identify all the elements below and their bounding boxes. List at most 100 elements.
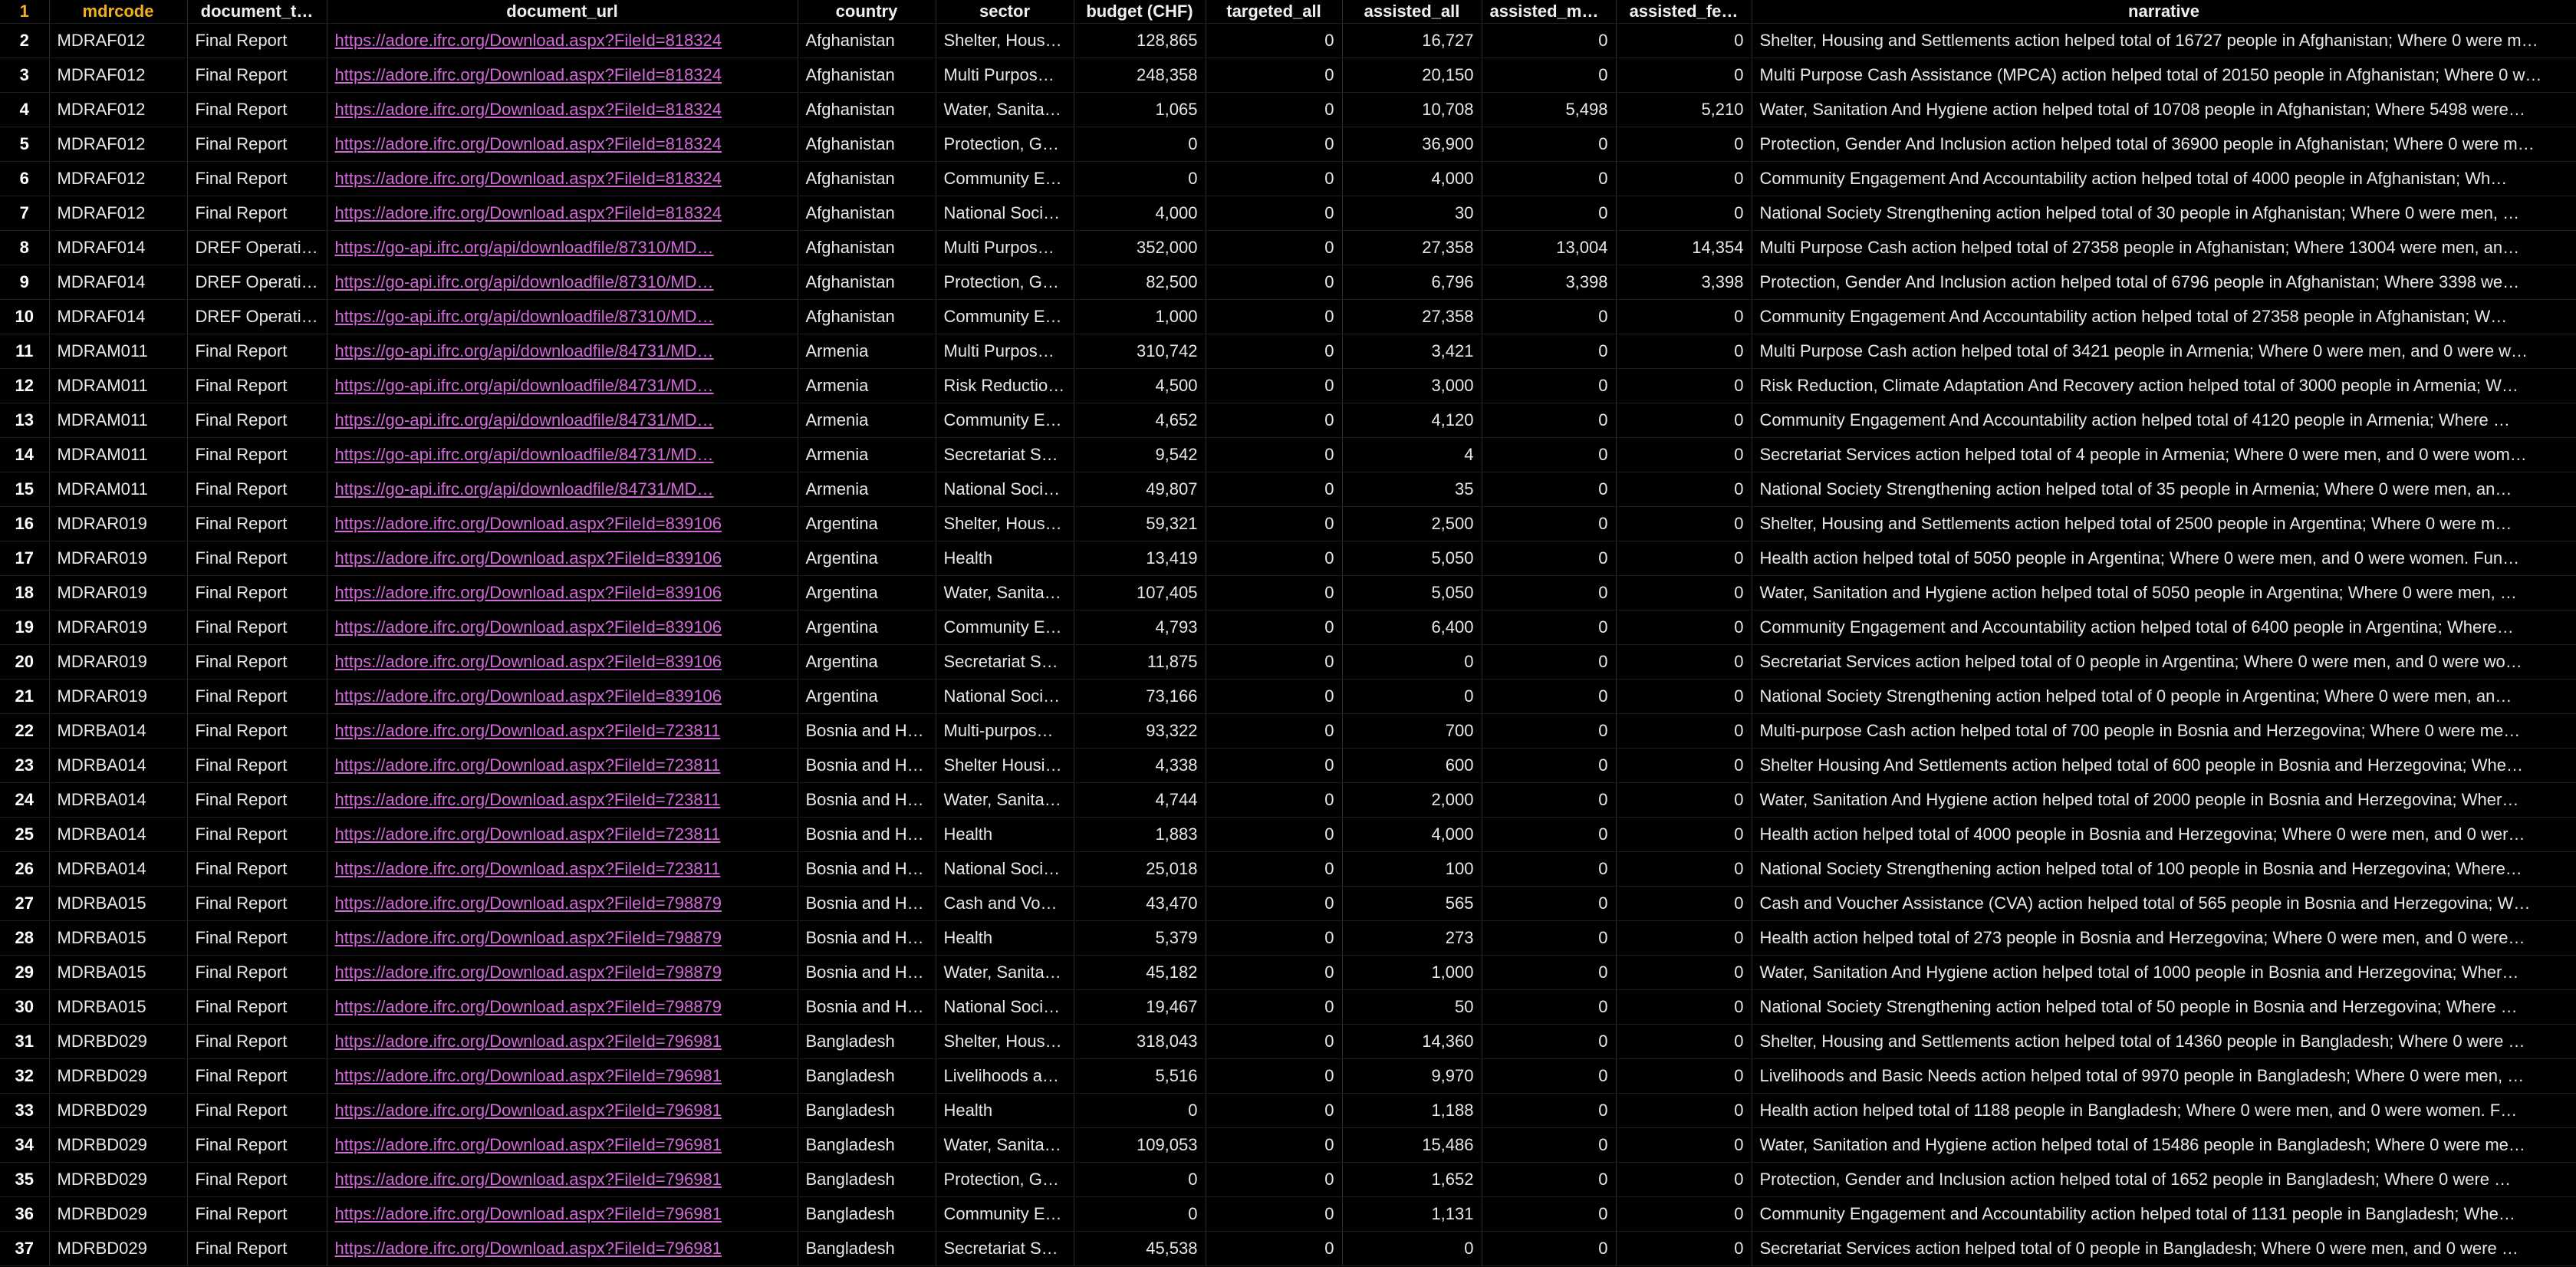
document-link[interactable]: https://adore.ifrc.org/Download.aspx?Fil… <box>334 1239 722 1258</box>
table-cell-narrative[interactable]: Shelter Housing And Settlements action h… <box>1752 748 2576 783</box>
table-cell-assisted-female[interactable]: 0 <box>1616 58 1752 93</box>
table-cell-url[interactable]: https://adore.ifrc.org/Download.aspx?Fil… <box>327 1058 798 1094</box>
table-cell-url[interactable]: https://go-api.ifrc.org/api/downloadfile… <box>327 403 798 438</box>
document-link[interactable]: https://go-api.ifrc.org/api/downloadfile… <box>334 307 714 326</box>
table-cell-assisted-female[interactable]: 0 <box>1616 851 1752 887</box>
row-number[interactable]: 33 <box>0 1093 50 1128</box>
table-cell-url[interactable]: https://go-api.ifrc.org/api/downloadfile… <box>327 472 798 507</box>
table-cell-sector[interactable]: Water, Sanita… <box>936 955 1074 990</box>
table-cell-assisted-all[interactable]: 3,000 <box>1342 368 1482 403</box>
table-cell-sector[interactable]: Health <box>936 1093 1074 1128</box>
column-header-mdrcode[interactable]: mdrcode <box>49 0 188 24</box>
table-row[interactable]: 32 MDRBD029 Final Report https://adore.ifrc… <box>0 1058 2576 1094</box>
table-cell-country[interactable]: Argentina <box>798 610 936 645</box>
table-cell-assisted-male[interactable]: 0 <box>1482 817 1617 852</box>
table-cell-budget[interactable]: 25,018 <box>1074 851 1206 887</box>
table-cell-document-type[interactable]: DREF Operati… <box>187 230 327 265</box>
document-link[interactable]: https://adore.ifrc.org/Download.aspx?Fil… <box>334 1135 722 1154</box>
table-cell-assisted-all[interactable]: 3,421 <box>1342 334 1482 369</box>
table-cell-assisted-female[interactable]: 0 <box>1616 575 1752 610</box>
row-number[interactable]: 2 <box>0 23 50 58</box>
table-cell-budget[interactable]: 352,000 <box>1074 230 1206 265</box>
table-cell-country[interactable]: Afghanistan <box>798 265 936 300</box>
table-cell-url[interactable]: https://adore.ifrc.org/Download.aspx?Fil… <box>327 644 798 680</box>
row-number[interactable]: 12 <box>0 368 50 403</box>
table-cell-targeted-all[interactable]: 0 <box>1206 817 1343 852</box>
table-row[interactable]: 19 MDRAR019 Final Report https://adore.ifrc… <box>0 610 2576 645</box>
document-link[interactable]: https://go-api.ifrc.org/api/downloadfile… <box>334 341 714 360</box>
table-cell-assisted-male[interactable]: 0 <box>1482 713 1617 749</box>
row-number[interactable]: 16 <box>0 506 50 541</box>
table-cell-assisted-all[interactable]: 5,050 <box>1342 575 1482 610</box>
table-row[interactable]: 14 MDRAM011 Final Report https://go-api.ifr… <box>0 437 2576 472</box>
table-cell-targeted-all[interactable]: 0 <box>1206 886 1343 921</box>
document-link[interactable]: https://adore.ifrc.org/Download.aspx?Fil… <box>334 1170 722 1189</box>
table-cell-mdrcode[interactable]: MDRBD029 <box>49 1162 188 1197</box>
table-cell-budget[interactable]: 4,338 <box>1074 748 1206 783</box>
table-cell-budget[interactable]: 4,652 <box>1074 403 1206 438</box>
table-row[interactable]: 6 MDRAF012 Final Report https://adore.ifrc.… <box>0 161 2576 196</box>
row-number[interactable]: 14 <box>0 437 50 472</box>
table-cell-narrative[interactable]: Community Engagement and Accountability … <box>1752 1196 2576 1232</box>
table-cell-budget[interactable]: 9,542 <box>1074 437 1206 472</box>
table-cell-assisted-male[interactable]: 0 <box>1482 472 1617 507</box>
table-cell-sector[interactable]: Secretariat S… <box>936 644 1074 680</box>
table-cell-url[interactable]: https://adore.ifrc.org/Download.aspx?Fil… <box>327 1196 798 1232</box>
document-link[interactable]: https://adore.ifrc.org/Download.aspx?Fil… <box>334 31 722 50</box>
table-cell-budget[interactable]: 248,358 <box>1074 58 1206 93</box>
table-cell-url[interactable]: https://adore.ifrc.org/Download.aspx?Fil… <box>327 782 798 818</box>
table-cell-assisted-male[interactable]: 0 <box>1482 334 1617 369</box>
table-cell-targeted-all[interactable]: 0 <box>1206 230 1343 265</box>
table-cell-assisted-male[interactable]: 0 <box>1482 127 1617 162</box>
row-number[interactable]: 30 <box>0 989 50 1025</box>
document-link[interactable]: https://adore.ifrc.org/Download.aspx?Fil… <box>334 134 722 153</box>
table-cell-country[interactable]: Afghanistan <box>798 299 936 334</box>
table-cell-assisted-all[interactable]: 2,000 <box>1342 782 1482 818</box>
row-number[interactable]: 21 <box>0 679 50 714</box>
table-cell-budget[interactable]: 4,000 <box>1074 196 1206 231</box>
table-cell-assisted-all[interactable]: 600 <box>1342 748 1482 783</box>
table-cell-budget[interactable]: 1,000 <box>1074 299 1206 334</box>
table-cell-assisted-male[interactable]: 0 <box>1482 679 1617 714</box>
table-cell-narrative[interactable]: Multi Purpose Cash action helped total o… <box>1752 334 2576 369</box>
table-cell-country[interactable]: Bosnia and H… <box>798 920 936 956</box>
table-cell-document-type[interactable]: Final Report <box>187 920 327 956</box>
table-cell-document-type[interactable]: Final Report <box>187 196 327 231</box>
table-cell-assisted-male[interactable]: 0 <box>1482 58 1617 93</box>
row-number[interactable]: 9 <box>0 265 50 300</box>
table-cell-country[interactable]: Argentina <box>798 679 936 714</box>
table-cell-url[interactable]: https://go-api.ifrc.org/api/downloadfile… <box>327 368 798 403</box>
table-cell-sector[interactable]: Shelter Housi… <box>936 748 1074 783</box>
table-row[interactable]: 10 MDRAF014 DREF Operati… https://go-api.if… <box>0 299 2576 334</box>
table-cell-assisted-female[interactable]: 0 <box>1616 506 1752 541</box>
table-cell-targeted-all[interactable]: 0 <box>1206 782 1343 818</box>
column-header-country[interactable]: country <box>798 0 936 24</box>
table-cell-assisted-female[interactable]: 0 <box>1616 955 1752 990</box>
table-cell-narrative[interactable]: Health action helped total of 4000 peopl… <box>1752 817 2576 852</box>
table-cell-budget[interactable]: 4,793 <box>1074 610 1206 645</box>
table-row[interactable]: 12 MDRAM011 Final Report https://go-api.ifr… <box>0 368 2576 403</box>
table-cell-budget[interactable]: 59,321 <box>1074 506 1206 541</box>
table-cell-country[interactable]: Armenia <box>798 368 936 403</box>
table-cell-sector[interactable]: Secretariat S… <box>936 1231 1074 1266</box>
table-cell-document-type[interactable]: Final Report <box>187 610 327 645</box>
document-link[interactable]: https://adore.ifrc.org/Download.aspx?Fil… <box>334 1101 722 1120</box>
table-cell-sector[interactable]: Water, Sanita… <box>936 575 1074 610</box>
table-cell-assisted-female[interactable]: 0 <box>1616 1196 1752 1232</box>
table-cell-country[interactable]: Bangladesh <box>798 1162 936 1197</box>
table-cell-sector[interactable]: Community E… <box>936 610 1074 645</box>
table-cell-url[interactable]: https://adore.ifrc.org/Download.aspx?Fil… <box>327 1127 798 1163</box>
table-cell-country[interactable]: Bangladesh <box>798 1093 936 1128</box>
table-cell-document-type[interactable]: Final Report <box>187 92 327 127</box>
table-cell-assisted-male[interactable]: 0 <box>1482 541 1617 576</box>
table-cell-sector[interactable]: Shelter, Hous… <box>936 23 1074 58</box>
table-cell-assisted-all[interactable]: 0 <box>1342 679 1482 714</box>
table-cell-assisted-female[interactable]: 0 <box>1616 541 1752 576</box>
table-cell-document-type[interactable]: Final Report <box>187 713 327 749</box>
table-cell-targeted-all[interactable]: 0 <box>1206 92 1343 127</box>
table-cell-assisted-female[interactable]: 0 <box>1616 368 1752 403</box>
table-cell-assisted-female[interactable]: 0 <box>1616 610 1752 645</box>
table-cell-assisted-all[interactable]: 1,188 <box>1342 1093 1482 1128</box>
row-number[interactable]: 4 <box>0 92 50 127</box>
